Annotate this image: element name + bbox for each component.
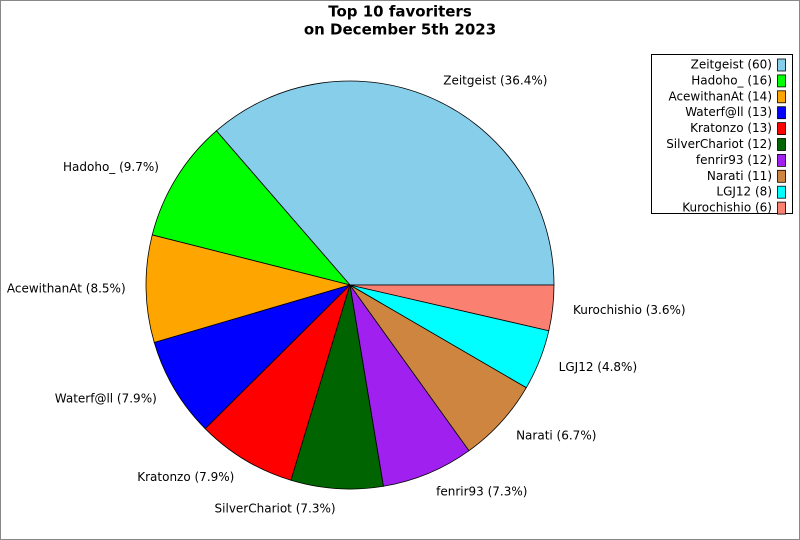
legend-swatch bbox=[777, 58, 786, 72]
legend-label: Kurochishio (6) bbox=[682, 201, 772, 215]
chart-title: on December 5th 2023 bbox=[304, 21, 496, 39]
slice-label: fenrir93 (7.3%) bbox=[436, 485, 527, 499]
pie-slice bbox=[349, 284, 555, 332]
legend-swatch bbox=[777, 106, 786, 120]
legend-label: AcewithanAt (14) bbox=[668, 89, 772, 103]
pie-slice bbox=[215, 80, 555, 286]
slice-label: Narati (6.7%) bbox=[516, 428, 596, 442]
legend-label: Kratonzo (13) bbox=[690, 121, 772, 135]
legend-swatch bbox=[777, 138, 786, 151]
legend-label: LGJ12 (8) bbox=[716, 185, 772, 199]
pie-slice bbox=[145, 234, 352, 343]
slice-label: SilverChariot (7.3%) bbox=[215, 501, 336, 515]
slice-label: Kratonzo (7.9%) bbox=[137, 470, 234, 484]
slice-label: Zeitgeist (36.4%) bbox=[443, 73, 547, 87]
slice-label: LGJ12 (4.8%) bbox=[559, 360, 637, 374]
chart-title: Top 10 favoriters bbox=[328, 3, 472, 21]
legend-swatch bbox=[777, 153, 786, 167]
legend-swatch bbox=[777, 169, 786, 183]
legend-swatch bbox=[777, 122, 786, 135]
legend-label: SilverChariot (12) bbox=[666, 137, 772, 151]
legend-label: Waterf@ll (13) bbox=[685, 105, 772, 119]
legend-label: Narati (11) bbox=[707, 169, 772, 183]
slice-label: Kurochishio (3.6%) bbox=[573, 303, 686, 317]
slice-label: AcewithanAt (8.5%) bbox=[7, 282, 126, 296]
legend-label: Hadoho_ (16) bbox=[691, 73, 772, 87]
legend-label: fenrir93 (12) bbox=[696, 153, 772, 167]
legend-label: Zeitgeist (60) bbox=[691, 58, 772, 72]
pie-slice bbox=[151, 130, 352, 286]
legend-swatch bbox=[777, 201, 786, 215]
legend-swatch bbox=[777, 185, 786, 199]
slice-label: Waterf@ll (7.9%) bbox=[55, 392, 157, 406]
pie-slice bbox=[204, 284, 351, 481]
legend-box bbox=[651, 54, 793, 214]
legend-swatch bbox=[777, 90, 786, 104]
slice-label: Hadoho_ (9.7%) bbox=[63, 160, 159, 174]
legend-swatch bbox=[777, 74, 786, 88]
pie-slice bbox=[153, 284, 351, 430]
